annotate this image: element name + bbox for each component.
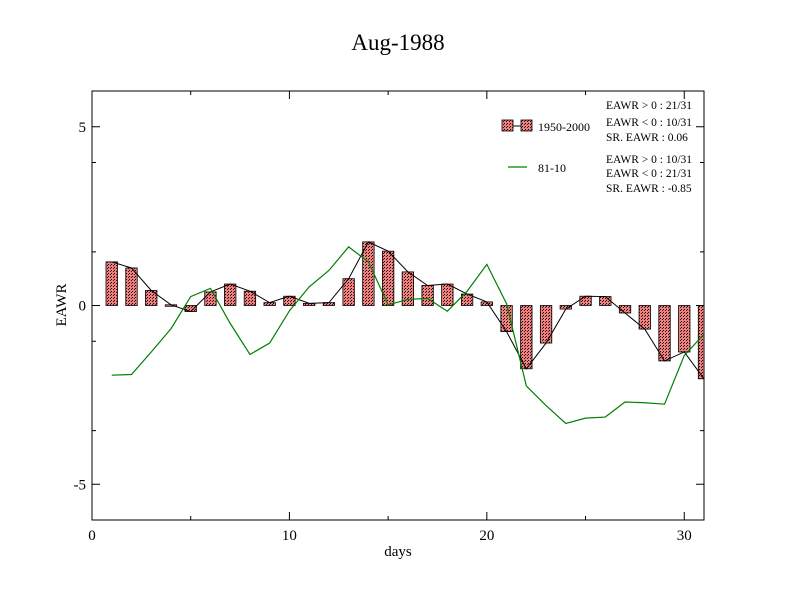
legend-item-1950-2000: 1950-2000 EAWR > 0 : 21/31 EAWR < 0 : 10…	[501, 100, 692, 144]
legend-stat: SR. EAWR : 0.06	[606, 132, 688, 144]
bar	[579, 295, 592, 306]
x-tick-label: 20	[479, 528, 494, 544]
y-tick-label: 0	[79, 299, 87, 315]
bar	[599, 296, 612, 306]
y-axis-label: EAWR	[54, 284, 70, 327]
bar	[342, 278, 355, 306]
legend: 1950-2000 EAWR > 0 : 21/31 EAWR < 0 : 10…	[501, 100, 692, 195]
bar	[224, 283, 237, 306]
line-series-1950-2000	[111, 241, 705, 380]
bar	[678, 305, 691, 353]
legend-stat: EAWR < 0 : 21/31	[606, 168, 692, 180]
x-tick-label: 10	[282, 528, 297, 544]
legend-label-1950-2000: 1950-2000	[538, 120, 590, 134]
x-axis-label: days	[384, 544, 412, 560]
bar	[421, 285, 434, 306]
bar	[697, 305, 705, 380]
x-axis-ticks: 0 10 20 30	[88, 91, 692, 544]
x-tick-label: 0	[88, 528, 96, 544]
bar	[125, 267, 138, 306]
bar	[145, 290, 158, 306]
bar	[204, 291, 217, 306]
bar	[658, 305, 671, 362]
legend-stat: SR. EAWR : -0.85	[606, 183, 692, 195]
legend-stat: EAWR < 0 : 10/31	[606, 117, 692, 129]
bar	[362, 241, 375, 306]
legend-label-81-10: 81-10	[538, 161, 566, 175]
bar	[520, 305, 533, 370]
legend-swatch-1950-2000	[501, 119, 514, 132]
bar	[539, 305, 553, 344]
bar	[441, 283, 454, 306]
legend-item-81-10: 81-10 EAWR > 0 : 10/31 EAWR < 0 : 21/31 …	[508, 154, 692, 195]
legend-swatch-1950-2000	[520, 119, 533, 132]
legend-stat: EAWR > 0 : 10/31	[606, 154, 692, 166]
y-tick-label: -5	[74, 477, 87, 493]
bars-series-1950-2000	[105, 241, 705, 380]
bar	[105, 261, 118, 306]
x-tick-label: 30	[677, 528, 692, 544]
line-series-81-10	[111, 246, 705, 425]
y-tick-label: 5	[79, 120, 87, 136]
legend-stat: EAWR > 0 : 21/31	[606, 100, 692, 112]
chart-title: Aug-1988	[351, 30, 444, 55]
